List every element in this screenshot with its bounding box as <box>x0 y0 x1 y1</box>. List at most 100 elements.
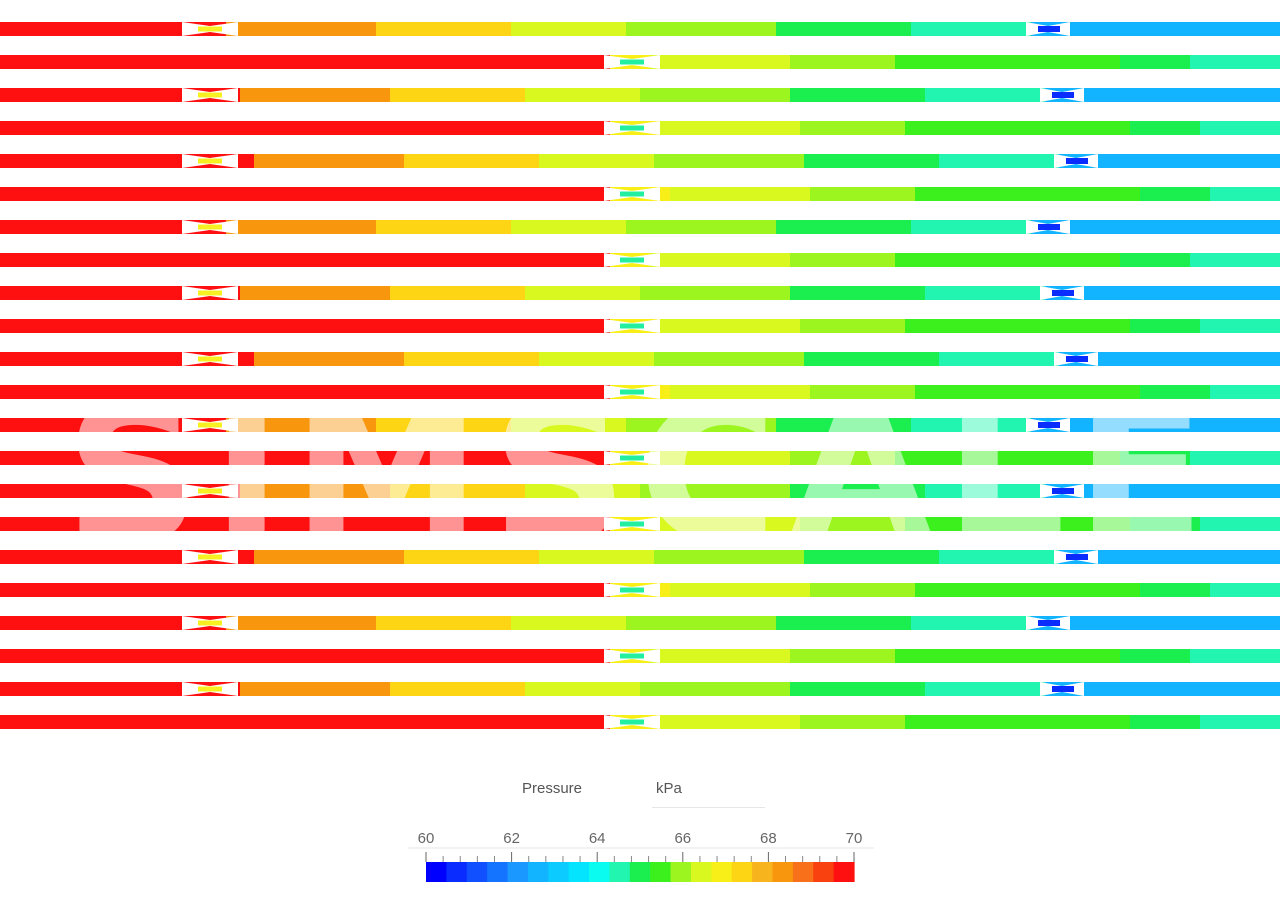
channel-segment <box>0 352 182 366</box>
channel-segment <box>254 154 404 168</box>
channel-segment <box>254 550 404 564</box>
flow-channel <box>0 55 1280 69</box>
colorbar-tick-label: 62 <box>503 830 520 847</box>
low-pressure-spot <box>1038 620 1060 626</box>
channel-segment <box>240 88 390 102</box>
low-pressure-spot <box>1038 26 1060 32</box>
channel-segment <box>660 121 800 135</box>
channel-segment <box>905 517 1015 531</box>
flow-channel <box>0 649 1280 663</box>
channel-segment <box>1085 286 1280 300</box>
channel-segment <box>1200 517 1250 531</box>
channel-segment <box>804 154 939 168</box>
throat-jet <box>198 488 222 494</box>
channel-segment <box>1085 484 1280 498</box>
channel-segment <box>915 187 1025 201</box>
channel-segment <box>911 220 1031 234</box>
channel-segment <box>1140 187 1210 201</box>
throat-jet <box>198 26 222 32</box>
channel-segment <box>226 616 376 630</box>
channel-segment <box>511 616 626 630</box>
channel-segment <box>911 418 1031 432</box>
low-pressure-spot <box>1066 158 1088 164</box>
channel-segment <box>626 418 776 432</box>
channel-segment <box>911 616 1031 630</box>
channel-segment <box>1120 55 1190 69</box>
channel-segment <box>1200 715 1250 729</box>
colorbar-swatch <box>731 862 753 882</box>
channel-segment <box>650 451 790 465</box>
throat-jet <box>620 389 644 395</box>
channel-segment <box>0 451 610 465</box>
channel-segment <box>0 319 610 333</box>
channel-segment <box>376 418 511 432</box>
channel-segment <box>1190 451 1240 465</box>
flow-channel <box>0 187 1280 201</box>
channel-segment <box>0 55 610 69</box>
low-pressure-spot <box>1038 422 1060 428</box>
channel-segment <box>1130 715 1200 729</box>
flow-channel <box>0 451 1280 465</box>
channel-segment <box>0 517 610 531</box>
flow-channel <box>0 583 1280 597</box>
colorbar-swatch <box>772 862 794 882</box>
throat-jet <box>198 686 222 692</box>
channel-segment <box>390 286 525 300</box>
colorbar-swatch <box>568 862 590 882</box>
flow-channel <box>0 319 1280 333</box>
colorbar-swatch <box>487 862 509 882</box>
channel-segment <box>525 484 640 498</box>
throat-jet <box>198 356 222 362</box>
channel-segment <box>804 352 939 366</box>
channel-segment <box>800 121 905 135</box>
channel-segment <box>0 385 610 399</box>
legend-title: Pressure <box>522 780 583 797</box>
channel-segment <box>1120 451 1190 465</box>
channel-segment <box>654 550 804 564</box>
low-pressure-spot <box>1052 92 1074 98</box>
channel-segment <box>800 517 905 531</box>
channel-segment <box>390 88 525 102</box>
channel-segment <box>790 55 895 69</box>
channel-segment <box>776 220 911 234</box>
channel-segment <box>1250 517 1280 531</box>
channel-segment <box>1015 319 1130 333</box>
channel-segment <box>1240 253 1280 267</box>
channel-segment <box>800 319 905 333</box>
channel-segment <box>925 88 1045 102</box>
channel-segment <box>1250 319 1280 333</box>
flow-channel <box>0 22 1280 36</box>
channel-segment <box>670 385 810 399</box>
channel-segment <box>925 286 1045 300</box>
throat-jet <box>620 587 644 593</box>
channel-segment <box>895 451 1005 465</box>
throat-jet <box>198 422 222 428</box>
flow-channel <box>0 418 1280 432</box>
channel-segment <box>376 616 511 630</box>
colorbar-tick-label: 66 <box>674 830 691 847</box>
channel-segment <box>640 286 790 300</box>
channel-segment <box>0 484 182 498</box>
channel-segment <box>911 22 1031 36</box>
colorbar-swatch <box>466 862 488 882</box>
throat-jet <box>620 125 644 131</box>
colorbar-swatch <box>426 862 447 882</box>
channel-segment <box>626 220 776 234</box>
channel-segment <box>1025 187 1140 201</box>
channel-segment <box>776 418 911 432</box>
pressure-field: SIMSCALE <box>0 22 1280 729</box>
channel-segment <box>511 220 626 234</box>
channel-segment <box>790 649 895 663</box>
channel-segment <box>240 484 390 498</box>
channel-segment <box>0 220 182 234</box>
channel-segment <box>525 286 640 300</box>
channel-segment <box>1120 649 1190 663</box>
pressure-field-viewport[interactable]: SIMSCALE <box>0 0 1280 740</box>
channel-segment <box>1099 154 1280 168</box>
channel-segment <box>660 715 800 729</box>
channel-segment <box>1260 187 1280 201</box>
legend-colorbar: 60 62 64 66 68 70 <box>408 830 874 882</box>
channel-segment <box>1005 451 1120 465</box>
flow-channel <box>0 385 1280 399</box>
channel-segment <box>790 286 925 300</box>
